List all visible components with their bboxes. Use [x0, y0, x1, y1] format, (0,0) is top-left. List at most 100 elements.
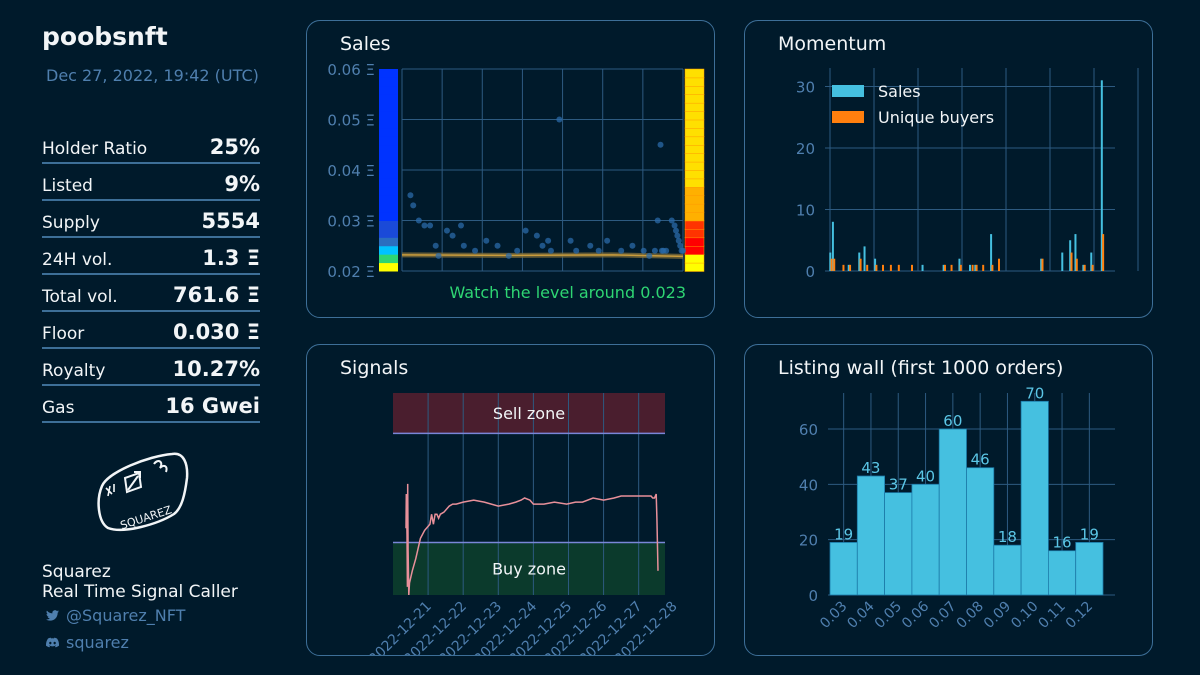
discord-link[interactable]: squarez: [46, 633, 129, 652]
x-tick-label: 0.03: [817, 599, 850, 632]
twitter-link[interactable]: @Squarez_NFT: [46, 606, 185, 625]
unique-buyers-bar: [971, 264, 974, 271]
bar-value-label: 43: [861, 459, 880, 477]
sale-point: [407, 192, 414, 199]
unique-buyers-bar: [911, 264, 913, 271]
left-heat-cell: [379, 220, 398, 230]
left-heat-cell: [379, 195, 398, 205]
stat-value: 10.27%: [172, 357, 260, 381]
stat-value: 0.030 Ξ: [172, 320, 260, 344]
right-heat-cell: [684, 245, 705, 255]
unique-buyers-bar: [1091, 264, 1094, 271]
stat-value: 5554: [201, 209, 260, 233]
left-heat-cell: [379, 144, 398, 154]
x-tick-label: 0.04: [844, 598, 877, 631]
stat-listed: Listed 9%: [42, 165, 260, 201]
sale-point: [421, 222, 428, 229]
right-heat-cell: [684, 262, 705, 272]
unique-buyers-bar: [982, 264, 985, 271]
y-tick-label: 0.06 Ξ: [327, 61, 375, 79]
left-heat-cell: [379, 254, 398, 264]
sales-bar: [1069, 240, 1072, 271]
right-heat-cell: [684, 195, 705, 205]
stat-value: 16 Gwei: [165, 394, 260, 418]
y-tick-label: 20: [799, 532, 818, 550]
sale-point: [674, 232, 681, 239]
stat-value: 1.3 Ξ: [202, 246, 260, 270]
left-heat-cell: [379, 245, 398, 255]
left-heat-cell: [379, 212, 398, 221]
left-heat-cell: [379, 69, 398, 78]
sale-point: [675, 237, 682, 244]
sell-zone-label: Sell zone: [493, 404, 565, 423]
sales-bar: [1040, 258, 1043, 271]
twitter-handle: @Squarez_NFT: [66, 606, 186, 625]
y-tick-label: 40: [799, 476, 818, 494]
sales-bar: [858, 252, 861, 271]
unique-buyers-bar: [998, 258, 1000, 271]
stat-label: Total vol.: [42, 287, 118, 307]
legend-swatch: [832, 111, 864, 123]
sale-point: [618, 247, 625, 254]
signal-line: [405, 483, 659, 596]
sales-chart: 0.06 Ξ 0.05 Ξ 0.04 Ξ 0.03 Ξ 0.02 Ξ Watch the …: [327, 61, 705, 302]
sale-point: [604, 237, 611, 244]
right-heat-cell: [684, 169, 705, 180]
unique-buyers-bar: [1070, 252, 1073, 271]
collection-name: poobsnft: [42, 22, 168, 51]
right-heat-cell: [684, 77, 705, 87]
unique-buyers-bar: [959, 264, 962, 271]
listing-bar: [911, 483, 940, 596]
logo-text: SQUAREZ: [119, 503, 174, 532]
right-heat-cell: [684, 85, 705, 96]
y-tick-label: 0.05 Ξ: [327, 112, 375, 130]
x-tick-label: 0.08: [954, 599, 987, 632]
sale-point: [629, 242, 636, 249]
sale-point: [646, 252, 653, 259]
sidebar: poobsnft Dec 27, 2022, 19:42 (UTC) Holde…: [0, 0, 290, 675]
y-tick-label: 10: [796, 201, 815, 219]
snapshot-date: Dec 27, 2022, 19:42 (UTC): [46, 66, 259, 85]
right-heat-cell: [684, 102, 705, 112]
unique-buyers-bar: [842, 264, 845, 271]
right-heat-cell: [684, 228, 705, 239]
listing-bar: [938, 428, 967, 596]
sales-bar: [921, 264, 924, 271]
sale-point: [587, 242, 594, 249]
stat-value: 25%: [209, 135, 260, 159]
y-tick-label: 0.02 Ξ: [327, 263, 375, 281]
discord-handle: squarez: [66, 633, 129, 652]
signals-title: Signals: [340, 357, 409, 379]
bar-value-label: 70: [1025, 384, 1044, 402]
unique-buyers-bar: [833, 258, 836, 271]
y-tick-label: 20: [796, 140, 815, 158]
buy-zone: [393, 542, 665, 595]
brand-block: Squarez Real Time Signal Caller: [42, 562, 238, 602]
unique-buyers-bar: [1102, 234, 1105, 271]
listing-bar: [1075, 542, 1104, 596]
left-heat-cell: [379, 186, 398, 196]
left-heat-cell: [379, 262, 398, 272]
sale-point: [573, 247, 580, 254]
stat-gas: Gas 16 Gwei: [42, 387, 260, 423]
sale-point: [547, 247, 554, 254]
stat-royalty: Royalty 10.27%: [42, 350, 260, 386]
bar-value-label: 18: [998, 528, 1017, 546]
bar-value-label: 37: [889, 476, 908, 494]
listing-wall-title: Listing wall (first 1000 orders): [778, 357, 1064, 379]
x-tick-label: 0.07: [926, 599, 959, 632]
left-heat-cell: [379, 94, 398, 104]
unique-buyers-bar: [1083, 264, 1086, 271]
sale-point: [533, 232, 540, 239]
stat-supply: Supply 5554: [42, 202, 260, 238]
y-tick-label: 0: [808, 587, 818, 605]
sales-panel: Sales 0.06 Ξ 0.05 Ξ 0.04 Ξ 0.03 Ξ 0.02 Ξ Watc…: [306, 20, 715, 318]
right-heat-cell: [684, 237, 705, 247]
sales-bar: [1090, 252, 1093, 271]
sales-bar: [969, 264, 971, 271]
sell-zone: [393, 393, 665, 434]
bar-value-label: 19: [1080, 525, 1099, 543]
stat-label: Supply: [42, 213, 100, 233]
stat-label: 24H vol.: [42, 250, 113, 270]
sale-point: [435, 252, 442, 259]
